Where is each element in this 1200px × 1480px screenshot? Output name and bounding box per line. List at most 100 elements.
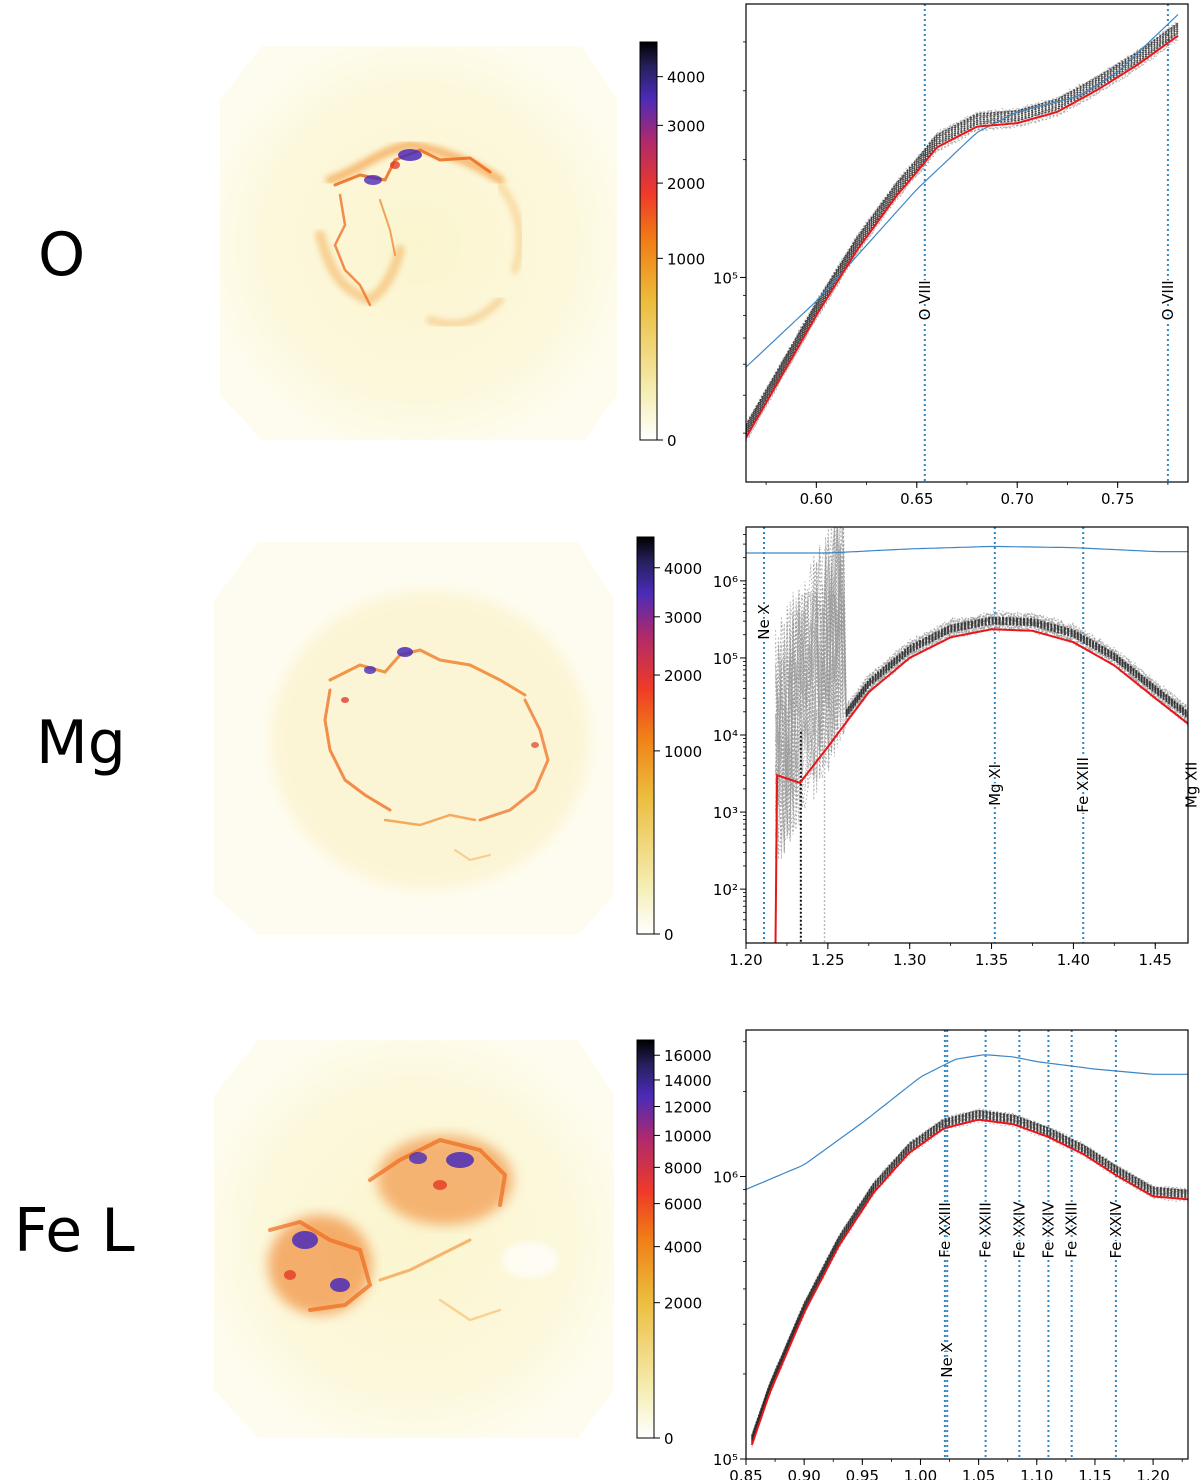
colorbar-tick-label-0: 0 — [667, 432, 677, 450]
x-tick-label-2: 1.30 — [893, 951, 926, 969]
sample-curve-4 — [751, 1109, 1188, 1438]
x-tick-label-3: 1.00 — [904, 1467, 937, 1480]
colorbar-mg: 0 1000 2000 3000 4000 — [636, 536, 702, 944]
colorbar-o-ticks: 0 1000 2000 3000 4000 — [657, 69, 705, 450]
map-o-halo — [220, 46, 617, 440]
sample-curve-10 — [746, 34, 1179, 436]
sample-band-1 — [746, 30, 1179, 434]
plot-area — [746, 1030, 1188, 1459]
colorbar-tick-label-4: 4000 — [664, 560, 702, 578]
sample-band-0 — [845, 623, 1188, 719]
line-marker-label-1: Ne X — [938, 1342, 956, 1378]
sample-curve-15 — [775, 562, 1188, 841]
best-fit-curve — [750, 1118, 1188, 1446]
sample-band-3 — [746, 26, 1179, 430]
colorbar-tick-label-3: 3000 — [664, 609, 702, 627]
line-marker-label-4: Fe XXIV — [1039, 1201, 1057, 1259]
map-o — [220, 46, 617, 440]
envelope-curve — [746, 14, 1179, 368]
line-marker-label-1: Mg XI — [986, 764, 1004, 806]
sample-curve-8 — [751, 1110, 1188, 1437]
spectrum-chart-mg: Ne X Mg XI Fe XXIII Mg XII 1.20 1.25 1.30 1.35 1… — [713, 526, 1200, 969]
sample-curve-2 — [746, 36, 1179, 440]
sample-curve-28 — [775, 527, 1188, 855]
sample-band-4 — [746, 24, 1179, 428]
line-marker-label-0: Ne X — [755, 604, 773, 640]
sample-curve-26 — [775, 527, 1188, 836]
colorbar-tick-label-5: 10000 — [664, 1127, 712, 1145]
line-marker-label-2: Fe XXIII — [977, 1202, 995, 1258]
line-marker-label-5: Fe XXIII — [1063, 1202, 1081, 1258]
sample-curve-2 — [751, 1111, 1188, 1436]
plot-frame — [745, 1029, 1189, 1460]
spectrum-chart-fe-l: Fe XXIII Ne X Fe XXIII Fe XXIV Fe XXIV Fe XXI… — [713, 1029, 1189, 1480]
sample-curve-7 — [751, 1111, 1188, 1440]
colorbar-tick-label-1: 2000 — [664, 1295, 702, 1313]
row-label-fe-l: Fe L — [14, 1196, 135, 1266]
sample-band-5 — [845, 616, 1188, 713]
sample-curve-12 — [751, 1109, 1188, 1437]
x-tick-label-3: 0.75 — [1101, 490, 1134, 508]
y-tick-label-3: 10⁵ — [713, 650, 738, 668]
sample-curve-1 — [751, 1110, 1188, 1438]
colorbar-tick-label-4: 8000 — [664, 1159, 702, 1177]
x-tick-label-1: 1.25 — [811, 951, 844, 969]
sample-band-5 — [746, 22, 1179, 426]
colorbar-tick-label-8: 16000 — [664, 1047, 712, 1065]
sample-band-2 — [746, 28, 1179, 432]
line-marker-label-2: Fe XXIII — [1074, 757, 1092, 813]
x-tick-label-3: 1.35 — [975, 951, 1008, 969]
y-tick-label-4: 10⁶ — [713, 573, 738, 591]
best-fit-curve — [774, 628, 1188, 943]
y-tick-label-1: 10⁶ — [713, 1168, 738, 1186]
map-mg-glow — [270, 590, 590, 890]
colorbar-tick-label-2: 2000 — [664, 667, 702, 685]
sample-band-3 — [845, 619, 1188, 715]
envelope-curve — [746, 545, 1188, 554]
sample-band-1 — [751, 1115, 1188, 1443]
sample-curve-11 — [751, 1109, 1188, 1436]
sample-curve-17 — [751, 1109, 1188, 1436]
sample-curve-0 — [751, 1115, 1188, 1444]
y-tick-label-0: 10⁵ — [713, 1451, 738, 1469]
sample-curve-12 — [746, 20, 1179, 425]
map-fe-l-halo — [214, 1040, 614, 1438]
colorbar-tick-label-2: 4000 — [664, 1239, 702, 1257]
sample-band-3 — [751, 1112, 1188, 1440]
colorbar-fe-l: 0 2000 4000 6000 8000 10000 12000 14000 16000 — [636, 1039, 712, 1448]
y-tick-label-2: 10⁴ — [713, 727, 738, 745]
x-tick-label-4: 1.40 — [1057, 951, 1090, 969]
y-tick-label-0: 10⁵ — [713, 269, 738, 287]
sample-curve-9 — [751, 1121, 1188, 1448]
sample-curve-5 — [751, 1112, 1188, 1440]
sample-band-4 — [845, 617, 1188, 714]
sample-band-1 — [845, 621, 1188, 718]
sample-band-5 — [751, 1109, 1188, 1437]
sample-curve-0 — [746, 25, 1179, 427]
sample-band-2 — [845, 620, 1188, 717]
x-tick-label-0: 1.20 — [729, 951, 762, 969]
envelope-curve — [746, 1054, 1188, 1190]
colorbar-fe-l-ticks: 0 2000 4000 6000 8000 10000 12000 14000 16000 — [654, 1047, 712, 1448]
sample-curve-14 — [746, 30, 1179, 433]
map-mg-filaments — [323, 647, 550, 862]
plot-area — [746, 4, 1179, 482]
map-fe-l-filaments — [268, 1135, 558, 1322]
sample-curve-10 — [751, 1108, 1188, 1435]
sample-curve-16 — [775, 563, 1188, 819]
colorbar-tick-label-3: 6000 — [664, 1196, 702, 1214]
sample-curve-17 — [746, 36, 1179, 440]
sample-band-4 — [751, 1111, 1188, 1438]
colorbar-mg-bar — [636, 536, 655, 935]
plot-area — [746, 527, 1188, 943]
y-tick-label-0: 10² — [713, 881, 738, 899]
sample-band-2 — [751, 1114, 1188, 1441]
colorbar-tick-label-7: 14000 — [664, 1072, 712, 1090]
colorbar-tick-label-1: 1000 — [667, 250, 705, 268]
colorbar-o: 0 1000 2000 3000 4000 — [639, 41, 705, 450]
sample-band-0 — [746, 32, 1179, 436]
x-tick-label-5: 1.45 — [1139, 951, 1172, 969]
colorbar-tick-label-2: 2000 — [667, 175, 705, 193]
x-tick-label-0: 0.85 — [729, 1467, 762, 1480]
